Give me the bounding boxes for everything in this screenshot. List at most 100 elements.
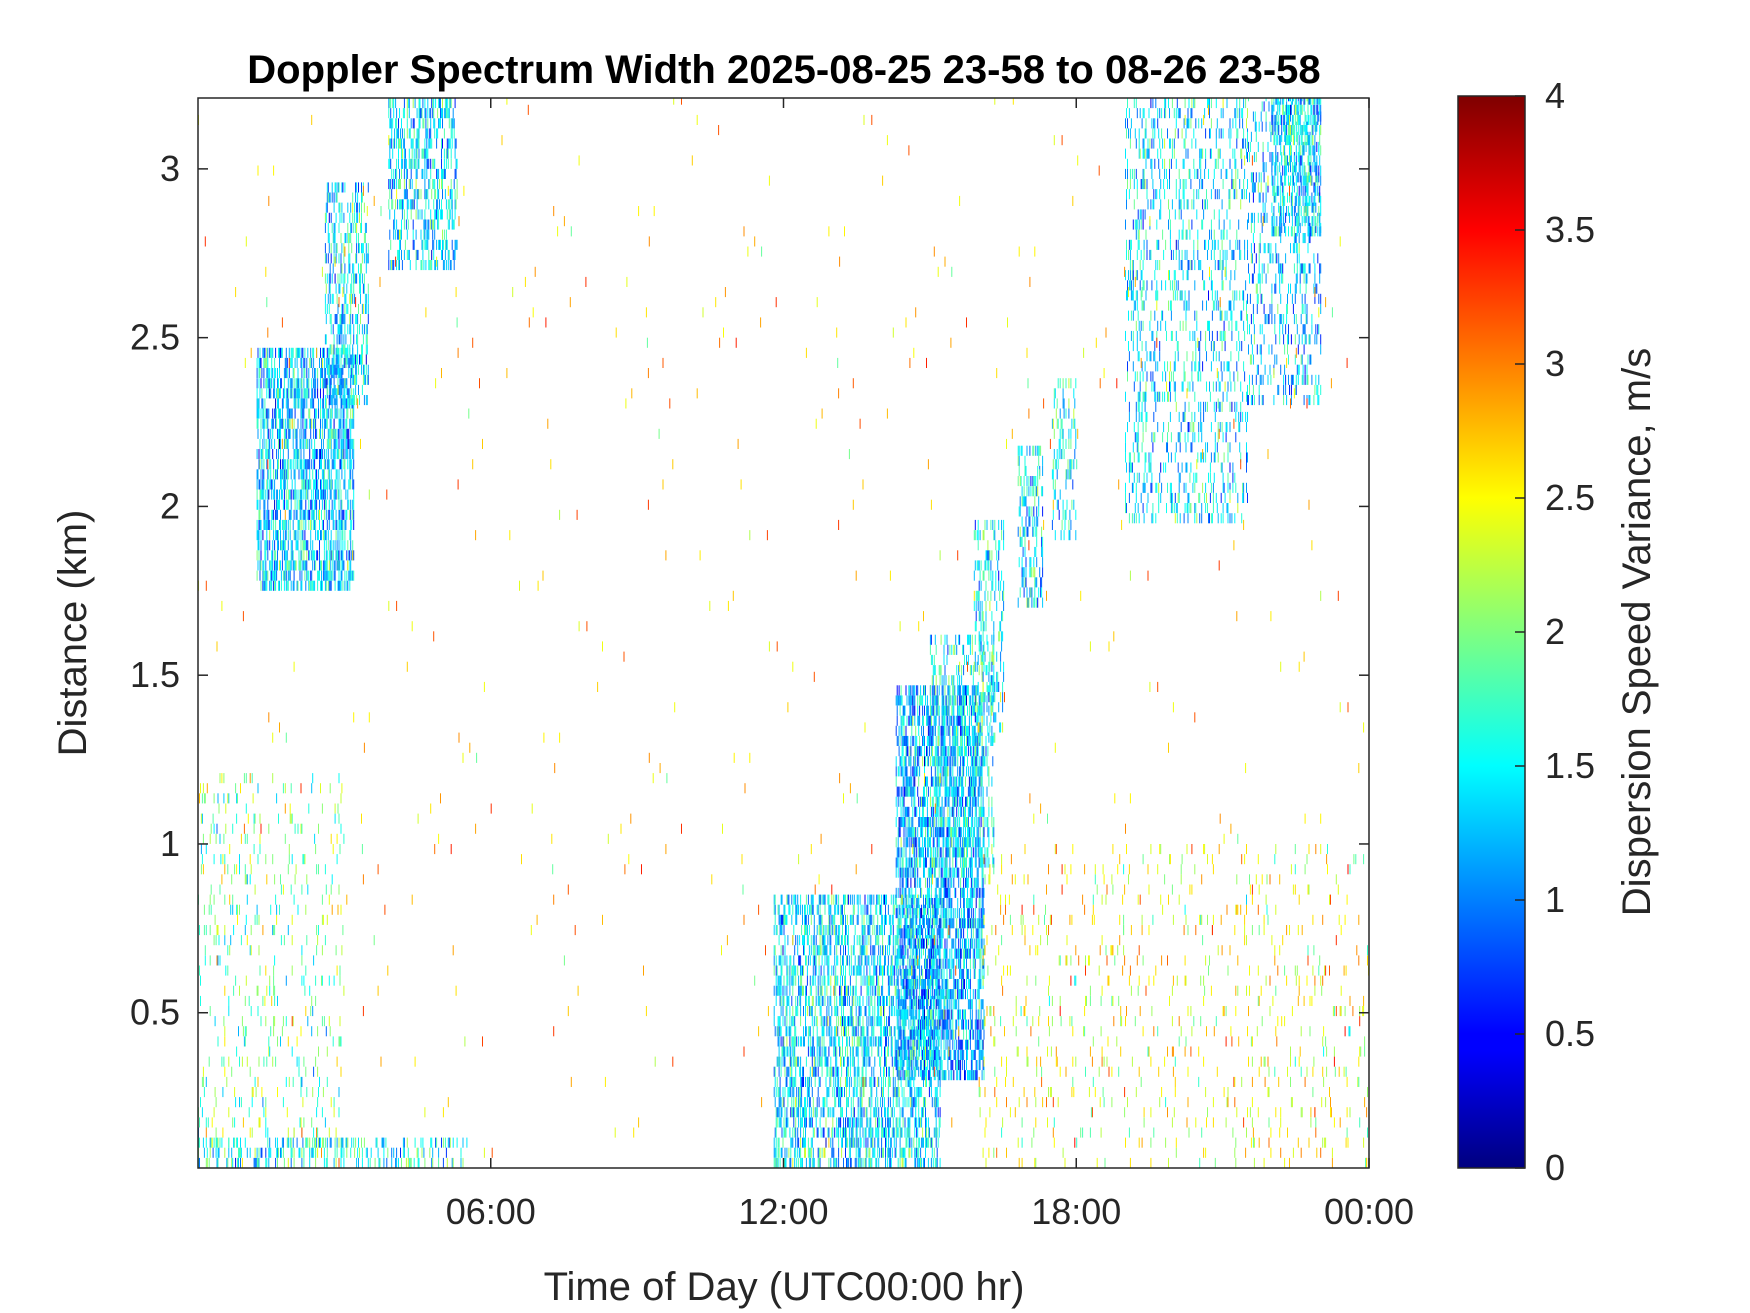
heatmap-cell — [823, 1127, 825, 1138]
heatmap-cell — [415, 229, 417, 240]
heatmap-cell — [818, 1036, 820, 1047]
heatmap-cell — [882, 995, 884, 1006]
heatmap-cell — [332, 344, 334, 355]
heatmap-cell — [786, 955, 788, 966]
heatmap-cell — [331, 479, 333, 490]
heatmap-cell — [265, 854, 267, 865]
heatmap-cell — [445, 239, 447, 250]
heatmap-cell — [338, 438, 340, 449]
heatmap-cell — [853, 1036, 855, 1047]
heatmap-cell — [288, 368, 290, 379]
heatmap-cell — [894, 1026, 896, 1037]
heatmap-cell — [775, 1087, 777, 1098]
heatmap-cell — [263, 347, 265, 358]
heatmap-cell — [303, 540, 305, 551]
heatmap-cell — [342, 438, 344, 449]
heatmap-cell — [845, 1117, 846, 1128]
heatmap-cell — [343, 428, 345, 439]
heatmap-cell — [786, 914, 788, 925]
heatmap-cell — [442, 108, 443, 119]
heatmap-cell — [773, 1066, 775, 1077]
heatmap-cell — [786, 1117, 788, 1128]
heatmap-cell — [348, 570, 350, 581]
heatmap-cell — [914, 995, 916, 1006]
heatmap-cell — [393, 108, 395, 119]
heatmap-cell — [348, 388, 350, 399]
heatmap-cell — [792, 1137, 794, 1148]
heatmap-cell — [856, 1087, 858, 1098]
heatmap-cell — [334, 580, 336, 591]
heatmap-cell — [853, 894, 855, 905]
heatmap-cell — [262, 347, 264, 358]
heatmap-cell — [829, 925, 831, 936]
heatmap-cell — [259, 347, 261, 358]
heatmap-cell — [888, 995, 890, 1006]
heatmap-cell — [798, 1137, 800, 1148]
heatmap-cell — [433, 249, 435, 260]
heatmap-cell — [328, 283, 330, 294]
heatmap-cell — [835, 975, 837, 986]
heatmap-cell — [265, 1127, 267, 1138]
heatmap-cell — [836, 955, 838, 966]
heatmap-cell — [925, 1117, 926, 1128]
heatmap-cell — [262, 1097, 264, 1108]
heatmap-cell — [257, 854, 259, 865]
heatmap-cell — [906, 904, 908, 915]
heatmap-cell — [325, 314, 327, 325]
heatmap-cell — [862, 945, 864, 956]
heatmap-cell — [300, 449, 302, 460]
heatmap-cell — [438, 239, 440, 250]
heatmap-cell — [321, 509, 322, 520]
heatmap-cell — [271, 357, 273, 368]
heatmap-cell — [799, 1147, 801, 1158]
heatmap-cell — [784, 935, 786, 946]
heatmap-cell — [353, 395, 355, 406]
heatmap-cell — [397, 249, 399, 260]
heatmap-cell — [284, 428, 286, 439]
heatmap-cell — [821, 975, 823, 986]
heatmap-cell — [325, 398, 327, 409]
heatmap-cell — [802, 1157, 803, 1168]
heatmap-cell — [439, 118, 440, 129]
heatmap-cell — [342, 378, 344, 389]
heatmap-cell — [773, 1087, 775, 1098]
heatmap-cell — [391, 118, 393, 129]
heatmap-cell — [410, 1157, 412, 1168]
heatmap-cell — [315, 1147, 317, 1158]
heatmap-cell — [886, 1117, 888, 1128]
heatmap-cell — [213, 854, 215, 865]
heatmap-cell — [363, 364, 365, 375]
heatmap-cell — [328, 459, 330, 470]
heatmap-cell — [854, 985, 856, 996]
heatmap-cell — [267, 357, 269, 368]
heatmap-cell — [811, 1066, 813, 1077]
heatmap-cell — [273, 459, 275, 470]
heatmap-cell — [298, 388, 300, 399]
heatmap-cell — [452, 249, 454, 260]
heatmap-cell — [293, 418, 295, 429]
heatmap-cell — [835, 1157, 837, 1168]
heatmap-cell — [915, 1117, 917, 1128]
heatmap-cell — [288, 418, 290, 429]
heatmap-cell — [307, 459, 309, 470]
heatmap-cell — [906, 1127, 908, 1138]
heatmap-cell — [863, 1107, 865, 1118]
heatmap-cell — [871, 914, 873, 925]
heatmap-cell — [293, 560, 295, 571]
heatmap-cell — [257, 1006, 259, 1017]
heatmap-cell — [286, 550, 288, 561]
heatmap-cell — [445, 260, 447, 271]
heatmap-cell — [267, 509, 269, 520]
heatmap-cell — [354, 1147, 356, 1158]
heatmap-cell — [868, 1127, 870, 1138]
heatmap-cell — [790, 1137, 792, 1148]
heatmap-cell — [448, 199, 450, 210]
heatmap-cell — [843, 1117, 844, 1128]
heatmap-cell — [846, 1026, 847, 1037]
heatmap-cell — [355, 314, 357, 325]
heatmap-cell — [775, 985, 777, 996]
heatmap-cell — [290, 469, 292, 480]
heatmap-cell — [312, 398, 314, 409]
heatmap-cell — [873, 894, 875, 905]
heatmap-cell — [853, 1076, 855, 1087]
